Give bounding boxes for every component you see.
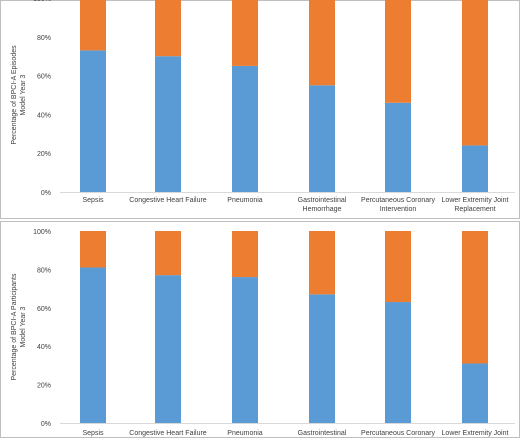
x-tick-label-line: Sepsis <box>82 197 104 204</box>
x-tick-label: Pneumonia <box>227 197 263 204</box>
bar-segment <box>309 294 335 423</box>
y-tick-label: 40% <box>37 344 51 351</box>
y-tick-label: 100% <box>33 0 51 3</box>
bar-segment <box>232 231 258 278</box>
x-tick-label-line: Hemorrhage <box>303 206 342 213</box>
x-tick-label-line: Gastrointestinal <box>298 197 347 204</box>
x-tick-label-line: Pneumonia <box>227 197 263 204</box>
x-tick-label: Sepsis <box>82 430 104 437</box>
panel-frame <box>0 221 520 438</box>
x-tick-label: Percutaneous Coronary Intervention <box>361 197 435 213</box>
bar-segment <box>232 277 258 423</box>
bar-segment <box>385 231 411 303</box>
y-tick-label: 0% <box>41 421 51 428</box>
bar-segment <box>462 231 488 364</box>
x-tick-label: Sepsis <box>82 197 104 204</box>
x-tick-label-line: Lower Extremity Joint <box>442 430 509 437</box>
x-tick-label-line: Replacement <box>454 206 495 213</box>
y-axis-title-line: Percentage of BPCI-A Episodes <box>11 45 18 145</box>
bar-segment <box>155 275 181 423</box>
x-tick-label-line: Lower Extremity Joint <box>442 197 509 204</box>
x-tick-label-line: Congestive Heart Failure <box>129 197 207 204</box>
x-tick-label: Congestive Heart Failure <box>129 197 207 204</box>
bar-segment <box>80 50 106 192</box>
y-tick-label: 80% <box>37 35 51 42</box>
x-tick-label-line: Percutaneous Coronary <box>361 197 435 204</box>
bar-segment <box>80 267 106 423</box>
y-tick-label: 20% <box>37 151 51 158</box>
y-axis-title-line: Model Year 3 <box>20 74 27 115</box>
x-tick-label: Congestive Heart Failure <box>129 430 207 437</box>
bar-segment <box>385 0 411 103</box>
bar-segment <box>385 302 411 423</box>
bar-segment <box>232 65 258 192</box>
x-tick-label: Lower Extremity Joint Replacement <box>442 197 509 213</box>
y-axis-title: Percentage of BPCI-A Episodes Model Year … <box>11 45 27 145</box>
x-tick-label-line: Gastrointestinal <box>298 430 347 437</box>
y-tick-label: 60% <box>37 306 51 313</box>
x-tick-label-line: Sepsis <box>82 430 104 437</box>
bar-segment <box>155 0 181 57</box>
bar-segment <box>80 231 106 268</box>
x-tick-label-line: Congestive Heart Failure <box>129 430 207 437</box>
panel-frame <box>0 0 520 219</box>
x-tick-label-line: Percutaneous Coronary <box>361 430 435 437</box>
chart-panel-1: 0% 20% 40% 60% 80% 100% Percentage of BPCI-A E… <box>0 0 520 219</box>
chart-panel-2: 0% 20% 40% 60% 80% 100% Percentage of BPCI-A P… <box>0 221 520 443</box>
y-tick-label: 80% <box>37 267 51 274</box>
bar-segment <box>155 56 181 193</box>
y-axis-title-line: Model Year 3 <box>20 306 27 347</box>
bar-segment <box>232 0 258 66</box>
bar-segment <box>462 363 488 423</box>
x-tick-label: Gastrointestinal Hemorrhage <box>298 197 347 213</box>
y-tick-label: 100% <box>33 229 51 236</box>
x-tick-label-line: Pneumonia <box>227 430 263 437</box>
bar-segment <box>385 102 411 192</box>
bar-segment <box>80 0 106 51</box>
y-axis-title: Percentage of BPCI-A Participants Model Y… <box>11 273 27 380</box>
bar-segment <box>309 0 335 86</box>
y-tick-label: 0% <box>41 190 51 197</box>
y-axis-title-line: Percentage of BPCI-A Participants <box>11 273 18 380</box>
bar-segment <box>462 0 488 146</box>
x-tick-label: Pneumonia <box>227 430 263 437</box>
bar-segment <box>309 231 335 295</box>
y-tick-label: 40% <box>37 112 51 119</box>
y-tick-label: 60% <box>37 74 51 81</box>
bar-segment <box>309 85 335 192</box>
x-tick-label-line: Intervention <box>380 206 417 213</box>
bar-segment <box>155 231 181 276</box>
y-tick-label: 20% <box>37 383 51 390</box>
bar-segment <box>462 145 488 192</box>
